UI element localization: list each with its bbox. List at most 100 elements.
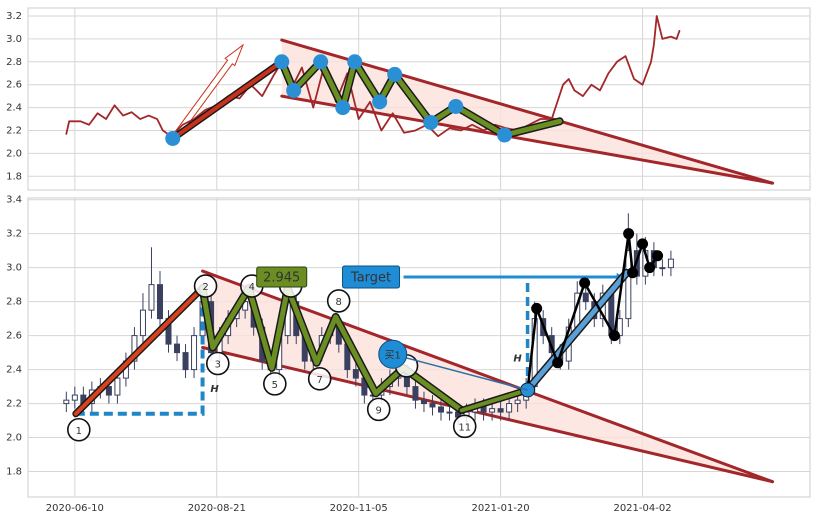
y-tick-label: 3.0 — [6, 263, 22, 274]
y-tick-label: 1.8 — [6, 467, 22, 478]
height-label: H — [210, 384, 219, 395]
candle-body — [506, 403, 513, 413]
target-box — [342, 265, 401, 289]
candle-body — [105, 386, 112, 396]
candle-body — [497, 408, 504, 413]
triangle-lower — [201, 346, 775, 484]
pivot-point — [372, 94, 388, 110]
x-tick-label: 2020-06-10 — [46, 503, 104, 514]
x-tick-label: 2021-04-02 — [613, 503, 671, 514]
pivot-label: 5 — [272, 380, 278, 391]
buy-dot — [637, 238, 649, 250]
candle-body — [514, 399, 521, 405]
buy-dot — [652, 250, 664, 262]
target-value-label: 2.945 — [263, 270, 300, 285]
x-tick-label: 2020-08-21 — [188, 503, 246, 514]
candle-body — [582, 292, 589, 303]
pivot-point — [448, 98, 464, 114]
buy-dot — [644, 262, 656, 274]
pivot-label: 11 — [458, 422, 471, 433]
pivot-circle — [67, 417, 91, 442]
price-line — [65, 15, 681, 138]
y-tick-label: 2.6 — [6, 80, 22, 91]
candle-body — [139, 309, 146, 337]
pivot-circle — [366, 397, 391, 422]
candle-body — [191, 335, 198, 371]
candle-body — [667, 258, 674, 269]
pivot-label: 7 — [316, 375, 322, 386]
buy-dot — [608, 330, 620, 342]
candle-body — [437, 406, 444, 413]
pivot-label: 4 — [249, 282, 255, 293]
candle-body — [148, 284, 155, 311]
candle-body — [429, 403, 436, 408]
candle-body — [625, 250, 632, 320]
height-dash — [75, 288, 205, 416]
x-tick-label: 2021-01-20 — [472, 503, 530, 514]
pivot-point — [165, 130, 181, 146]
pivot-circle — [307, 366, 332, 391]
candle-body — [446, 411, 453, 414]
trend-line — [170, 59, 284, 141]
target-label: Target — [350, 270, 391, 285]
pivot-point — [423, 114, 439, 130]
buy-dot — [531, 302, 543, 314]
candle-body — [156, 284, 163, 320]
pivot-label: 3 — [215, 360, 221, 371]
pivot-point — [387, 66, 403, 82]
plot-layer: 1.8 2.0 2.2 2.4 2.6 2.8 3.0 3.2 1.8 2.0 2.2 2.4 2.6 2… — [6, 8, 810, 514]
candle-body — [114, 377, 121, 396]
y-tick-label: 3.2 — [6, 11, 22, 22]
buy-signal — [378, 339, 408, 369]
y-tick-label: 2.0 — [6, 148, 22, 159]
y-tick-label: 2.2 — [6, 125, 22, 136]
pivot-point — [497, 127, 513, 143]
buy-dot — [552, 357, 564, 369]
y-tick-label: 3.2 — [6, 229, 22, 240]
height-label: H — [513, 353, 522, 364]
candle-body — [659, 267, 666, 270]
pivot-circle — [452, 414, 477, 439]
target-value-box — [256, 266, 308, 288]
pivot-circle — [193, 274, 218, 298]
buy-dot — [623, 228, 635, 240]
y-tick-label: 2.8 — [6, 57, 22, 68]
y-tick-label: 2.4 — [6, 365, 22, 376]
pivot-label: 1 — [76, 426, 82, 437]
candle-body — [182, 352, 189, 371]
pivot-label: 2 — [202, 282, 208, 293]
x-tick-label: 2020-11-05 — [330, 503, 388, 514]
y-tick-label: 2.6 — [6, 331, 22, 342]
zigzag — [200, 285, 465, 413]
candle-body — [420, 399, 427, 405]
trend-line — [73, 286, 205, 416]
candle-body — [352, 369, 359, 379]
candle-body — [412, 386, 419, 401]
pivot-point — [313, 54, 329, 70]
pivot-label: 8 — [336, 297, 342, 308]
buy-zigzag — [526, 232, 659, 392]
candle-body — [489, 408, 496, 413]
y-tick-label: 2.8 — [6, 297, 22, 308]
pivot-circle — [326, 289, 351, 313]
buy-dot — [579, 277, 591, 289]
buy-connector — [392, 353, 528, 391]
y-tick-label: 2.2 — [6, 399, 22, 410]
pivot-point — [286, 82, 302, 98]
pivot-point — [347, 54, 363, 70]
y-tick-label: 2.0 — [6, 433, 22, 444]
breakout-line — [459, 387, 530, 413]
y-tick-label: 3.0 — [6, 34, 22, 45]
buy-line — [525, 270, 630, 393]
pivot-point — [335, 100, 351, 116]
triangle-upper — [280, 38, 775, 185]
pivot-label: 9 — [376, 405, 382, 416]
candle-body — [63, 399, 70, 405]
candle-body — [71, 394, 78, 401]
y-tick-label: 2.4 — [6, 103, 22, 114]
pivot-point — [274, 54, 290, 70]
candle-body — [174, 343, 181, 354]
buy-signal-label: 买1 — [385, 349, 401, 361]
y-tick-label: 3.4 — [6, 195, 22, 206]
